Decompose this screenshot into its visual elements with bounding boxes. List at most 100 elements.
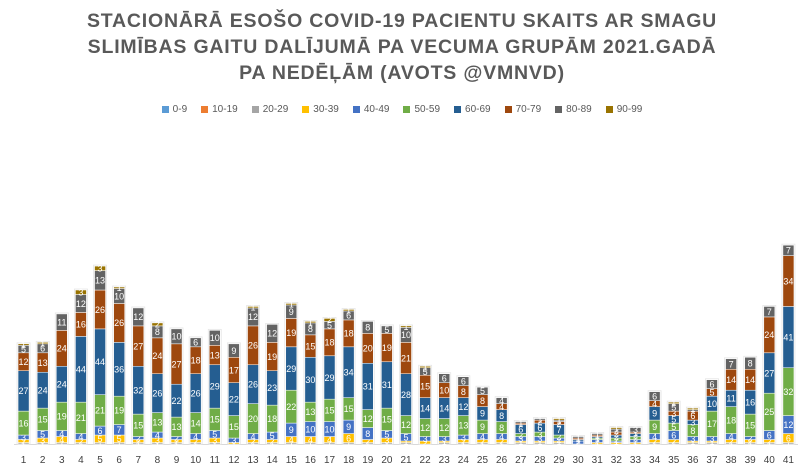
data-label: 1	[423, 362, 428, 372]
data-label: 4	[289, 435, 294, 445]
legend-item-0-9: 0-9	[161, 101, 187, 117]
bar-segment-80-89-week-38	[725, 358, 737, 370]
data-label: 10	[401, 330, 411, 340]
data-label: 12	[401, 420, 411, 430]
data-label: 1	[595, 434, 600, 444]
data-label: 5	[21, 344, 26, 354]
data-label: 15	[745, 421, 755, 431]
data-label: 1	[442, 437, 447, 447]
data-label: 1	[384, 439, 389, 449]
data-label: 1	[786, 439, 791, 449]
data-label: 7	[729, 359, 734, 369]
data-label: 3	[709, 434, 714, 444]
bar-segment-80-89-week-34	[648, 391, 661, 401]
data-label: 2	[633, 436, 638, 446]
data-label: 29	[325, 373, 335, 383]
data-label: 21	[401, 353, 411, 363]
data-label: 16	[745, 397, 755, 407]
data-label: 3	[212, 436, 217, 446]
bar-segment-90-99-week-36	[687, 407, 699, 410]
data-label: 5	[270, 431, 275, 441]
data-label: 14	[439, 403, 449, 413]
data-label: 5	[212, 430, 217, 440]
data-label: 6	[461, 377, 466, 387]
data-label: 1	[346, 439, 351, 449]
data-label: 4	[251, 432, 256, 442]
data-label: 10	[305, 424, 315, 434]
legend-swatch	[555, 105, 563, 113]
data-label: 1	[576, 433, 581, 443]
data-label: 9	[480, 422, 485, 432]
data-label: 1	[614, 424, 619, 434]
data-label: 1	[518, 419, 523, 429]
data-label: 6	[193, 338, 198, 348]
data-label: 2	[423, 438, 428, 448]
data-label: 1	[136, 439, 141, 449]
data-label: 44	[95, 357, 105, 367]
legend-item-60-69: 60-69	[454, 101, 491, 117]
data-label: 2	[556, 432, 561, 442]
data-label: 12	[458, 402, 468, 412]
data-label: 1	[633, 428, 638, 438]
bar-segment-90-99-week-6	[113, 286, 125, 289]
data-label: 10	[210, 333, 220, 343]
data-label: 5	[709, 388, 714, 398]
data-label: 4	[327, 435, 332, 445]
chart-title-line-1: STACIONĀRĀ ESOŠO COVID-19 PACIENTU SKAIT…	[86, 10, 718, 32]
bar-segment-80-89-week-41	[782, 244, 795, 256]
data-label: 11	[57, 317, 66, 327]
data-label: 1	[21, 340, 26, 350]
data-label: 15	[325, 406, 335, 416]
data-label: 4	[59, 435, 64, 445]
data-label: 3	[461, 433, 466, 443]
data-label: 7	[767, 307, 772, 317]
data-label: 2	[748, 436, 753, 446]
x-tick-label: 36	[687, 455, 699, 466]
data-label: 6	[690, 411, 695, 421]
data-label: 26	[114, 318, 124, 328]
data-label: 10	[439, 385, 449, 395]
data-label: 1	[327, 439, 332, 449]
data-label: 3	[518, 434, 523, 444]
x-tick-label: 14	[267, 455, 279, 466]
x-tick-label: 16	[305, 455, 317, 466]
data-label: 12	[783, 420, 793, 430]
x-tick-label: 2	[40, 455, 46, 466]
legend-label: 80-89	[566, 103, 592, 115]
data-label: 1	[403, 439, 408, 449]
data-label: 1	[518, 439, 523, 449]
data-label: 9	[231, 346, 236, 356]
data-label: 18	[191, 356, 201, 366]
data-label: 10	[172, 332, 182, 342]
data-label: 31	[363, 382, 373, 392]
data-label: 1	[231, 439, 236, 449]
data-label: 18	[267, 414, 277, 424]
data-label: 32	[783, 387, 793, 397]
data-label: 1	[40, 338, 45, 348]
data-label: 12	[19, 357, 29, 367]
bar-segment-80-89-week-23	[438, 373, 450, 383]
bar-segment-90-99-week-4	[75, 289, 87, 295]
data-label: 4	[59, 429, 64, 439]
data-label: 3	[537, 434, 542, 444]
data-label: 2	[671, 436, 676, 446]
data-label: 5	[671, 403, 676, 413]
x-tick-label: 37	[706, 455, 718, 466]
data-label: 5	[384, 325, 389, 335]
data-label: 1	[461, 439, 466, 449]
data-label: 9	[480, 409, 485, 419]
data-label: 24	[152, 351, 162, 361]
data-label: 21	[76, 413, 86, 423]
data-label: 30	[305, 375, 315, 385]
data-label: 26	[152, 388, 162, 398]
data-label: 6	[98, 426, 103, 436]
data-label: 8	[499, 423, 504, 433]
